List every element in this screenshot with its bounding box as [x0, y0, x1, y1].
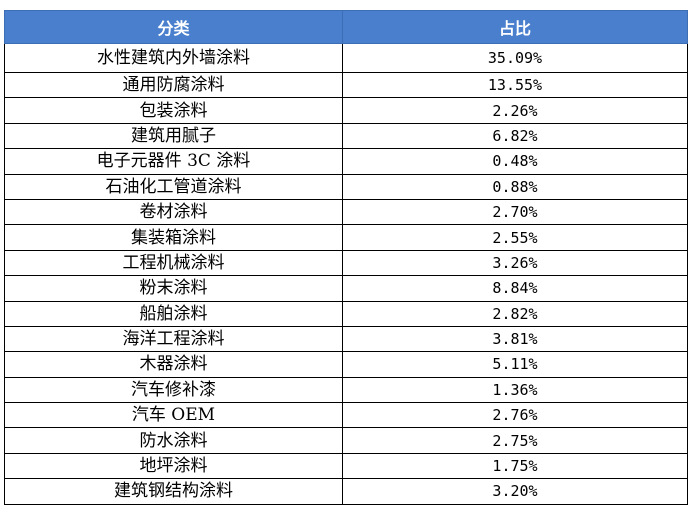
category-cell: 工程机械涂料: [4, 249, 343, 277]
share-cell: 2.76%: [342, 402, 688, 429]
share-cell: 2.70%: [342, 198, 688, 226]
share-cell: 2.75%: [342, 427, 688, 454]
header-share: 占比: [342, 10, 688, 44]
category-cell: 电子元器件 3C 涂料: [4, 148, 343, 175]
table-row: 包装涂料 2.26%: [4, 97, 688, 124]
table-row: 船舶涂料 2.82%: [4, 300, 688, 327]
share-cell: 6.82%: [342, 122, 688, 150]
share-cell: 1.75%: [342, 452, 688, 480]
share-cell: 3.81%: [342, 325, 688, 353]
share-cell: 0.48%: [342, 148, 688, 175]
share-cell: 3.20%: [342, 478, 688, 505]
table-row: 工程机械涂料 3.26%: [4, 249, 688, 277]
share-cell: 13.55%: [342, 71, 688, 99]
table-row: 集装箱涂料 2.55%: [4, 224, 688, 251]
category-cell: 建筑钢结构涂料: [4, 478, 343, 505]
header-category: 分类: [4, 10, 343, 44]
table-row: 建筑钢结构涂料 3.20%: [4, 478, 688, 505]
coating-share-table: 分类 占比 水性建筑内外墙涂料 35.09% 通用防腐涂料 13.55% 包装涂料 2.2…: [4, 10, 688, 505]
share-cell: 2.82%: [342, 300, 688, 327]
category-cell: 水性建筑内外墙涂料: [4, 43, 343, 73]
table-row: 石油化工管道涂料 0.88%: [4, 173, 688, 200]
category-cell: 船舶涂料: [4, 300, 343, 327]
category-cell: 建筑用腻子: [4, 122, 343, 150]
share-cell: 3.26%: [342, 249, 688, 277]
table-row: 防水涂料 2.75%: [4, 427, 688, 454]
table-row: 粉末涂料 8.84%: [4, 275, 688, 302]
category-cell: 石油化工管道涂料: [4, 173, 343, 200]
table-row: 汽车 OEM 2.76%: [4, 402, 688, 429]
table-row: 水性建筑内外墙涂料 35.09%: [4, 43, 688, 73]
category-cell: 防水涂料: [4, 427, 343, 454]
share-cell: 1.36%: [342, 376, 688, 404]
table-row: 木器涂料 5.11%: [4, 351, 688, 378]
share-table-container: 分类 占比 水性建筑内外墙涂料 35.09% 通用防腐涂料 13.55% 包装涂料 2.2…: [4, 10, 688, 505]
category-cell: 粉末涂料: [4, 275, 343, 302]
category-cell: 汽车 OEM: [4, 402, 343, 429]
table-row: 通用防腐涂料 13.55%: [4, 71, 688, 99]
category-cell: 集装箱涂料: [4, 224, 343, 251]
table-row: 汽车修补漆 1.36%: [4, 376, 688, 404]
category-cell: 汽车修补漆: [4, 376, 343, 404]
category-cell: 地坪涂料: [4, 452, 343, 480]
share-cell: 2.55%: [342, 224, 688, 251]
share-cell: 5.11%: [342, 351, 688, 378]
share-cell: 2.26%: [342, 97, 688, 124]
table-row: 地坪涂料 1.75%: [4, 452, 688, 480]
category-cell: 通用防腐涂料: [4, 71, 343, 99]
table-row: 建筑用腻子 6.82%: [4, 122, 688, 150]
table-row: 海洋工程涂料 3.81%: [4, 325, 688, 353]
share-cell: 0.88%: [342, 173, 688, 200]
category-cell: 木器涂料: [4, 351, 343, 378]
share-cell: 35.09%: [342, 43, 688, 73]
table-row: 卷材涂料 2.70%: [4, 198, 688, 226]
category-cell: 海洋工程涂料: [4, 325, 343, 353]
share-cell: 8.84%: [342, 275, 688, 302]
category-cell: 包装涂料: [4, 97, 343, 124]
table-row: 电子元器件 3C 涂料 0.48%: [4, 148, 688, 175]
category-cell: 卷材涂料: [4, 198, 343, 226]
table-body: 水性建筑内外墙涂料 35.09% 通用防腐涂料 13.55% 包装涂料 2.26% 建筑用腻…: [4, 43, 688, 505]
table-header-row: 分类 占比: [4, 10, 688, 44]
